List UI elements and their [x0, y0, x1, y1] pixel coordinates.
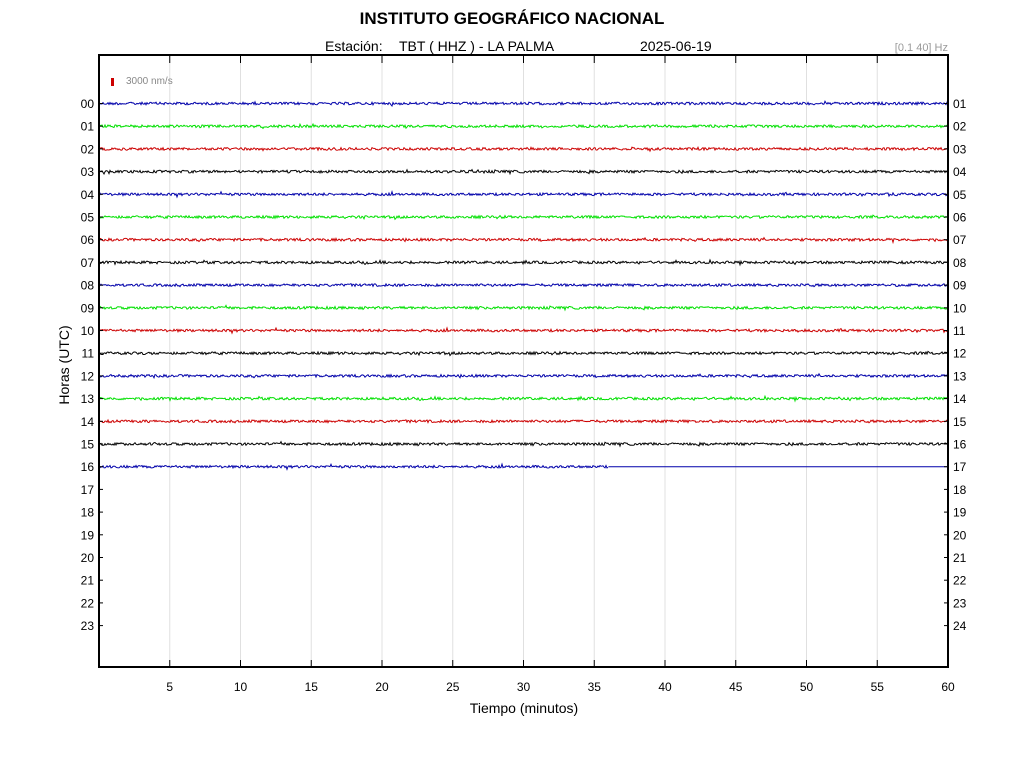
- seismic-trace-hour-01: [98, 122, 949, 130]
- x-tick-label: 15: [305, 680, 319, 694]
- x-tick-label: 20: [375, 680, 389, 694]
- seismic-trace-hour-11: [98, 350, 949, 357]
- y-tick-label-right: 15: [953, 415, 967, 429]
- x-axis-label: Tiempo (minutos): [469, 700, 579, 716]
- y-tick-label-right: 05: [953, 188, 967, 202]
- y-tick-label-left: 19: [81, 528, 95, 542]
- y-tick-label-left: 17: [81, 483, 95, 497]
- station-label: Estación:: [325, 38, 383, 54]
- y-tick-label-left: 21: [81, 574, 95, 588]
- axis-ticks: [99, 56, 949, 667]
- seismic-trace-hour-03: [98, 168, 949, 176]
- y-tick-label-left: 08: [81, 279, 95, 293]
- y-tick-label-right: 11: [953, 324, 966, 338]
- y-tick-label-right: 04: [953, 165, 967, 179]
- grid-lines: [169, 56, 878, 667]
- y-tick-label-left: 05: [81, 211, 95, 225]
- seismic-trace-hour-02: [98, 146, 949, 153]
- seismic-trace-hour-12: [98, 372, 949, 379]
- y-tick-label-right: 14: [953, 392, 967, 406]
- seismic-trace-hour-14: [98, 418, 949, 424]
- y-tick-label-left: 13: [81, 392, 95, 406]
- recording-date: 2025-06-19: [640, 38, 712, 54]
- y-tick-label-right: 18: [953, 483, 967, 497]
- y-tick-label-right: 12: [953, 347, 967, 361]
- y-tick-label-left: 11: [82, 347, 95, 361]
- y-tick-label-left: 12: [81, 369, 95, 383]
- scale-marker: [111, 78, 114, 86]
- y-tick-label-right: 02: [953, 120, 967, 134]
- trace-lines: [98, 100, 949, 471]
- y-tick-label-right: 21: [953, 551, 967, 565]
- x-tick-label: 5: [166, 680, 173, 694]
- y-tick-label-right: 23: [953, 596, 967, 610]
- y-tick-label-right: 06: [953, 211, 967, 225]
- y-tick-label-left: 02: [81, 142, 95, 156]
- y-tick-label-right: 20: [953, 528, 967, 542]
- x-tick-label: 30: [517, 680, 531, 694]
- y-tick-label-right: 10: [953, 301, 967, 315]
- y-tick-label-left: 07: [81, 256, 95, 270]
- y-tick-label-right: 13: [953, 369, 967, 383]
- y-tick-label-right: 17: [953, 460, 967, 474]
- x-tick-label: 60: [941, 680, 955, 694]
- seismic-trace-hour-06: [98, 236, 949, 245]
- x-tick-label: 40: [658, 680, 672, 694]
- seismic-trace-hour-07: [98, 258, 949, 267]
- y-tick-label-right: 08: [953, 256, 967, 270]
- seismic-trace-hour-10: [98, 326, 949, 335]
- y-tick-label-right: 24: [953, 619, 967, 633]
- seismic-trace-hour-00: [98, 100, 949, 108]
- x-tick-label: 50: [800, 680, 814, 694]
- station-name: TBT ( HHZ ) - LA PALMA: [399, 38, 555, 54]
- scale-label: 3000 nm/s: [126, 76, 173, 87]
- seismic-trace-hour-05: [98, 214, 949, 221]
- seismic-trace-hour-13: [98, 394, 949, 403]
- y-axis-label: Horas (UTC): [56, 325, 72, 405]
- y-tick-label-right: 01: [953, 97, 967, 111]
- seismic-trace-hour-16: [98, 462, 609, 471]
- x-tick-label: 55: [871, 680, 885, 694]
- seismic-trace-hour-15: [98, 440, 949, 448]
- y-tick-label-right: 09: [953, 279, 967, 293]
- x-tick-label: 10: [234, 680, 248, 694]
- y-tick-label-right: 19: [953, 506, 967, 520]
- y-tick-label-left: 22: [81, 596, 95, 610]
- x-tick-label: 25: [446, 680, 460, 694]
- seismic-trace-hour-04: [98, 190, 949, 199]
- y-tick-label-left: 10: [81, 324, 95, 338]
- y-tick-label-left: 01: [81, 120, 95, 134]
- y-tick-label-left: 23: [81, 619, 95, 633]
- x-tick-label: 35: [588, 680, 602, 694]
- filter-band: [0.1 40] Hz: [894, 42, 948, 54]
- y-tick-label-right: 03: [953, 142, 967, 156]
- y-tick-label-right: 16: [953, 438, 967, 452]
- chart-title: INSTITUTO GEOGRÁFICO NACIONAL: [359, 9, 665, 28]
- y-tick-label-left: 20: [81, 551, 95, 565]
- seismic-trace-hour-09: [98, 304, 949, 312]
- y-tick-label-left: 14: [81, 415, 95, 429]
- y-tick-label-left: 18: [81, 506, 95, 520]
- y-tick-label-left: 04: [81, 188, 95, 202]
- y-tick-label-right: 22: [953, 574, 967, 588]
- y-tick-label-left: 16: [81, 460, 95, 474]
- y-tick-label-left: 03: [81, 165, 95, 179]
- seismic-trace-hour-08: [98, 282, 949, 288]
- y-tick-label-left: 06: [81, 233, 95, 247]
- y-tick-label-left: 15: [81, 438, 95, 452]
- x-tick-label: 45: [729, 680, 743, 694]
- y-tick-label-left: 00: [81, 97, 95, 111]
- y-tick-label-right: 07: [953, 233, 967, 247]
- y-tick-label-left: 09: [81, 301, 95, 315]
- axis-tick-labels: 5 10 15 20 25 30 35 40 45 50 55 60 00 01 02 03 04 05 06 07 0…: [81, 97, 967, 694]
